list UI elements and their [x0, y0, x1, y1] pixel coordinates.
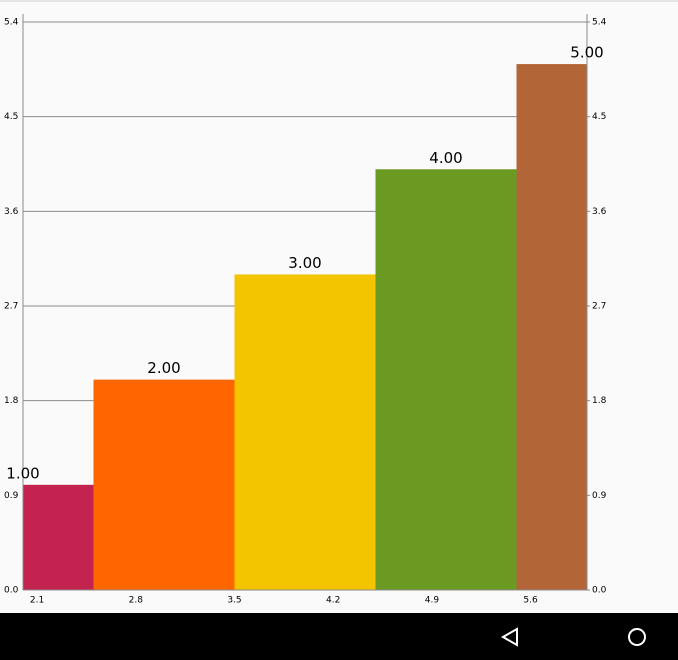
bar [234, 274, 376, 590]
back-button[interactable] [500, 627, 518, 647]
x-tick-label: 4.2 [326, 596, 340, 606]
y2-tick-label: 1.8 [592, 396, 607, 406]
y2-tick-label: 5.4 [592, 18, 607, 28]
y-tick-label: 1.8 [4, 396, 19, 406]
value-label: 4.00 [429, 149, 462, 167]
value-label: 3.00 [288, 254, 321, 272]
value-label: 5.00 [570, 44, 603, 62]
y2-tick-label: 0.0 [592, 586, 607, 596]
home-button[interactable] [628, 628, 646, 646]
x-tick-label: 3.5 [227, 596, 241, 606]
y2-tick-label: 0.9 [592, 491, 607, 501]
y2-tick-label: 2.7 [592, 302, 606, 312]
x-tick-label: 2.1 [30, 596, 44, 606]
bar [93, 379, 235, 590]
y-tick-label: 0.0 [4, 586, 19, 596]
value-label: 1.00 [6, 464, 39, 482]
status-bar [0, 0, 678, 2]
y-tick-label: 2.7 [4, 302, 18, 312]
y-tick-label: 3.6 [4, 207, 19, 217]
nav-bar [0, 613, 678, 660]
y-tick-label: 0.9 [4, 491, 19, 501]
x-tick-label: 2.8 [129, 596, 144, 606]
x-tick-label: 5.6 [523, 596, 538, 606]
bar [516, 64, 587, 590]
y2-tick-label: 3.6 [592, 207, 607, 217]
y-tick-label: 5.4 [4, 18, 19, 28]
bar [23, 484, 94, 590]
value-label: 2.00 [147, 359, 180, 377]
y-tick-label: 4.5 [4, 112, 18, 122]
x-tick-label: 4.9 [425, 596, 440, 606]
bar [375, 169, 517, 590]
y2-tick-label: 4.5 [592, 112, 606, 122]
